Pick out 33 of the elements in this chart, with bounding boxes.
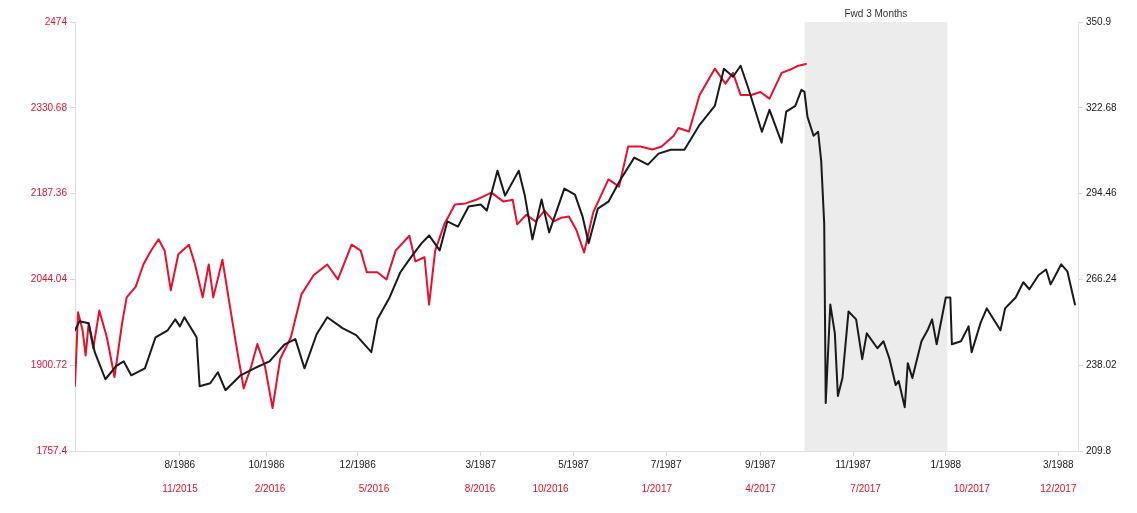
x-tick-label: 5/1987 <box>558 458 590 470</box>
x2-tick-label: 7/2017 <box>850 482 882 494</box>
y-tick-label: 2044.04 <box>30 273 68 285</box>
y-tick-label: 1900.72 <box>30 358 68 370</box>
x-tick-label: 8/1986 <box>164 458 196 470</box>
x-tick-label: 11/1987 <box>835 458 872 470</box>
x-tick-label: 12/1986 <box>339 458 377 470</box>
y-tick-label: 2474 <box>44 15 68 27</box>
x-tick-label: 3/1987 <box>465 458 497 470</box>
y2-tick-label: 238.02 <box>1086 358 1118 370</box>
y2-tick-label: 350.9 <box>1086 15 1112 27</box>
y2-tick-label: 266.24 <box>1086 273 1118 285</box>
x2-tick-label: 11/2015 <box>162 482 199 494</box>
x2-tick-label: 2/2016 <box>254 482 286 494</box>
x2-tick-label: 5/2016 <box>358 482 390 494</box>
x-tick-label: 1/1988 <box>930 458 962 470</box>
y-tick-label: 2187.36 <box>30 187 68 199</box>
band-label: Fwd 3 Months <box>844 7 908 19</box>
y-tick-label: 2330.68 <box>30 101 68 113</box>
y2-tick-label: 209.8 <box>1086 444 1112 456</box>
x-tick-label: 7/1987 <box>650 458 682 470</box>
y2-tick-label: 322.68 <box>1086 101 1118 113</box>
x2-tick-label: 1/2017 <box>641 482 673 494</box>
x2-tick-label: 10/2016 <box>532 482 570 494</box>
x-tick-label: 9/1987 <box>745 458 777 470</box>
x2-tick-label: 8/2016 <box>464 482 496 494</box>
x2-tick-label: 12/2017 <box>1040 482 1077 494</box>
x-tick-label: 3/1988 <box>1042 458 1074 470</box>
y-tick-label: 1757.4 <box>36 444 68 456</box>
y2-tick-label: 294.46 <box>1086 187 1118 199</box>
x2-tick-label: 10/2017 <box>953 482 991 494</box>
x2-tick-label: 4/2017 <box>745 482 777 494</box>
x-tick-label: 10/1986 <box>248 458 285 470</box>
